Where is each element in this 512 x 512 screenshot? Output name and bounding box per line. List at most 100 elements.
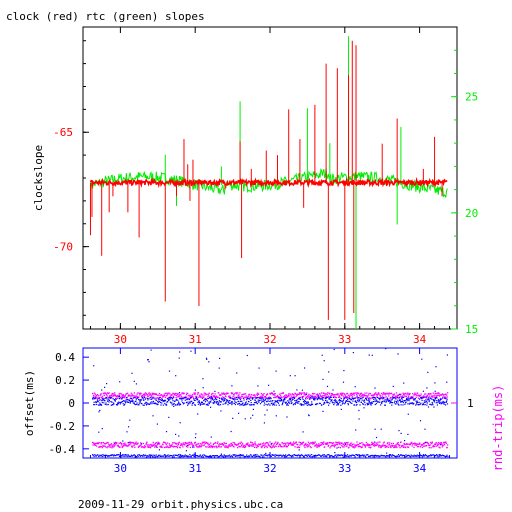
rndtrip-point bbox=[303, 444, 306, 446]
offset-floor-point bbox=[303, 456, 305, 458]
offset-point bbox=[377, 401, 379, 403]
offset-point bbox=[255, 401, 257, 403]
rndtrip-point bbox=[349, 395, 351, 397]
offset-floor-point bbox=[112, 454, 114, 456]
rndtrip-point bbox=[121, 396, 123, 398]
rndtrip-point bbox=[285, 396, 287, 398]
rndtrip-point bbox=[210, 442, 212, 444]
offset-point bbox=[310, 404, 312, 406]
rndtrip-point bbox=[251, 445, 253, 447]
rndtrip-point bbox=[364, 392, 366, 394]
rndtrip-point bbox=[104, 443, 106, 445]
rndtrip-point bbox=[184, 441, 187, 444]
rndtrip-point bbox=[403, 443, 406, 446]
offset-point bbox=[348, 398, 351, 400]
offset-point bbox=[306, 402, 308, 404]
rndtrip-point bbox=[419, 442, 421, 444]
offset-point bbox=[314, 398, 316, 400]
rndtrip-point bbox=[421, 444, 423, 446]
rndtrip-point bbox=[393, 394, 395, 396]
rndtrip-point bbox=[204, 442, 206, 445]
rndtrip-point bbox=[330, 395, 332, 397]
rndtrip-point bbox=[270, 444, 272, 446]
offset-point bbox=[123, 400, 125, 402]
rndtrip-point bbox=[100, 445, 102, 448]
rndtrip-point bbox=[236, 392, 239, 394]
rndtrip-point bbox=[253, 396, 255, 399]
offset-point bbox=[291, 402, 293, 404]
offset-point bbox=[124, 400, 126, 402]
rndtrip-point bbox=[328, 445, 330, 447]
offset-point bbox=[123, 404, 125, 406]
offset-point bbox=[235, 402, 237, 404]
offset-outlier bbox=[304, 367, 306, 369]
rndtrip-point bbox=[415, 443, 417, 445]
rndtrip-point bbox=[356, 396, 358, 398]
offset-point bbox=[396, 403, 398, 405]
offset-floor-point bbox=[287, 454, 289, 456]
offset-point bbox=[157, 401, 159, 403]
rndtrip-point bbox=[261, 445, 263, 447]
offset-point bbox=[114, 399, 116, 401]
offset-floor-point bbox=[353, 455, 355, 457]
offset-floor-point bbox=[384, 455, 386, 457]
rndtrip-point bbox=[143, 395, 145, 397]
offset-point bbox=[423, 403, 425, 406]
offset-point bbox=[269, 397, 271, 399]
offset-floor-point bbox=[197, 455, 199, 457]
offset-outlier bbox=[422, 454, 425, 456]
rndtrip-point bbox=[195, 395, 197, 397]
rndtrip-point bbox=[435, 442, 438, 444]
rndtrip-point bbox=[96, 443, 99, 445]
offset-point bbox=[316, 399, 318, 401]
offset-floor-point bbox=[308, 455, 311, 457]
offset-floor-point bbox=[414, 455, 416, 457]
offset-point bbox=[347, 398, 349, 401]
offset-point bbox=[155, 403, 157, 405]
rndtrip-point bbox=[328, 392, 330, 394]
offset-point bbox=[335, 399, 337, 402]
rndtrip-point bbox=[102, 441, 104, 444]
rndtrip-point bbox=[94, 444, 96, 446]
rndtrip-point bbox=[112, 445, 114, 447]
offset-floor-point bbox=[360, 455, 362, 457]
offset-outlier bbox=[214, 390, 216, 392]
offset-point bbox=[331, 400, 333, 402]
rndtrip-point bbox=[353, 447, 355, 449]
rndtrip-point bbox=[122, 394, 124, 396]
rndtrip-point bbox=[113, 442, 115, 444]
offset-point bbox=[110, 401, 112, 403]
offset-floor-point bbox=[187, 455, 189, 457]
offset-outlier bbox=[374, 428, 376, 430]
offset-floor-point bbox=[326, 456, 328, 458]
offset-outlier bbox=[407, 433, 409, 435]
rndtrip-point bbox=[431, 395, 433, 397]
offset-floor-point bbox=[154, 456, 156, 458]
offset-point bbox=[134, 400, 136, 403]
rndtrip-point bbox=[267, 393, 269, 395]
offset-point bbox=[209, 397, 211, 399]
rndtrip-point bbox=[315, 396, 317, 398]
offset-floor-point bbox=[152, 454, 154, 456]
offset-outlier bbox=[99, 402, 101, 404]
offset-point bbox=[410, 403, 412, 405]
offset-floor-point bbox=[268, 454, 270, 456]
offset-point bbox=[293, 403, 295, 405]
offset-floor-point bbox=[133, 454, 135, 456]
rndtrip-point bbox=[432, 444, 434, 447]
offset-point bbox=[343, 398, 345, 400]
rndtrip-point bbox=[343, 446, 345, 448]
offset-point bbox=[231, 401, 233, 403]
offset-outlier bbox=[257, 385, 259, 387]
offset-point bbox=[215, 398, 217, 400]
offset-point bbox=[286, 404, 288, 406]
rndtrip-point bbox=[133, 392, 135, 394]
rndtrip-point bbox=[169, 446, 171, 448]
rndtrip-point bbox=[237, 395, 240, 397]
offset-point bbox=[257, 397, 259, 399]
offset-point bbox=[246, 403, 248, 405]
offset-point bbox=[129, 399, 131, 401]
offset-point bbox=[164, 403, 166, 405]
rndtrip-point bbox=[179, 396, 181, 398]
offset-outlier bbox=[427, 406, 430, 408]
